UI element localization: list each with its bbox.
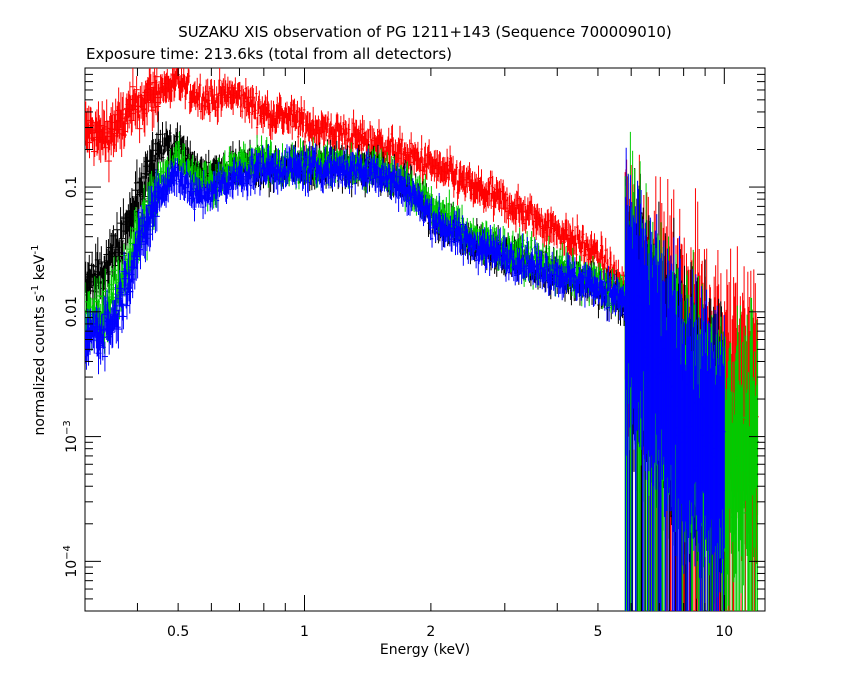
chart-title: SUZAKU XIS observation of PG 1211+143 (S… (178, 23, 672, 41)
chart-subtitle: Exposure time: 213.6ks (total from all d… (86, 45, 452, 63)
series-layer (85, 68, 759, 611)
